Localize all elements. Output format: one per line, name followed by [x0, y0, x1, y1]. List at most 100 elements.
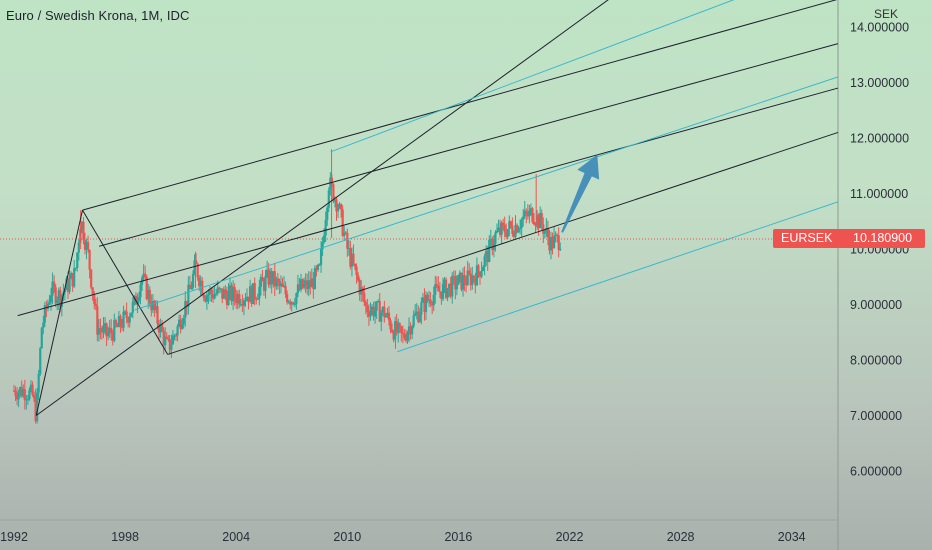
- candle-body: [221, 288, 224, 299]
- candle-body: [386, 312, 389, 316]
- candle-body: [323, 235, 326, 243]
- candle-body: [478, 271, 482, 277]
- candle-body: [526, 213, 529, 217]
- black-trend-line[interactable]: [99, 43, 839, 247]
- black-trend-line[interactable]: [35, 210, 84, 416]
- cyan-trend-line[interactable]: [134, 76, 839, 311]
- candle-body: [32, 395, 36, 399]
- candle-body: [256, 298, 259, 300]
- candle-body: [407, 326, 411, 333]
- candle-body: [42, 322, 45, 328]
- candle-body: [204, 298, 207, 302]
- candle-body: [364, 302, 367, 306]
- candle-body: [282, 285, 286, 287]
- candle-body: [51, 281, 54, 296]
- candle-body: [506, 229, 509, 237]
- candle-body: [159, 323, 162, 333]
- candles-group: [12, 149, 562, 424]
- candle-body: [153, 301, 156, 310]
- candle-body: [69, 273, 73, 279]
- candle-body: [448, 283, 451, 289]
- candle-body: [187, 284, 190, 307]
- candle-body: [503, 224, 506, 233]
- candle-body: [373, 310, 377, 317]
- candle-body: [409, 326, 412, 335]
- candle-body: [25, 399, 28, 401]
- candle-body: [543, 230, 546, 234]
- candle-body: [111, 333, 114, 341]
- candle-body: [355, 266, 358, 276]
- candle-body: [369, 310, 372, 317]
- candle-body: [495, 230, 499, 233]
- candle-body: [264, 275, 267, 291]
- last-price-tag[interactable]: EURSEK 10.180900: [773, 229, 925, 248]
- candle-body: [520, 219, 523, 228]
- candle-body: [500, 222, 503, 235]
- candle-body: [483, 256, 486, 268]
- candle-body: [534, 224, 537, 226]
- candle-body: [80, 221, 83, 230]
- black-trend-line[interactable]: [82, 0, 838, 211]
- candle-body: [242, 300, 246, 306]
- time-tick-label: 2004: [222, 530, 250, 544]
- candle-body: [336, 207, 340, 212]
- time-tick-label: 2028: [667, 530, 695, 544]
- candle-body: [281, 283, 284, 287]
- cyan-trend-line[interactable]: [330, 0, 838, 153]
- candle-body: [225, 294, 229, 305]
- time-tick-label: 2034: [778, 530, 806, 544]
- candle-body: [130, 312, 133, 317]
- candle-body: [76, 252, 79, 268]
- candle-body: [145, 276, 148, 300]
- candle-body: [102, 326, 105, 333]
- candle-body: [511, 225, 514, 235]
- candle-body: [398, 323, 401, 327]
- candle-body: [244, 300, 247, 302]
- candle-body: [43, 305, 46, 323]
- candle-body: [360, 287, 363, 295]
- candle-body: [531, 208, 534, 222]
- candle-body: [117, 316, 121, 328]
- black-trend-line[interactable]: [35, 0, 838, 416]
- annotation-arrow[interactable]: [561, 154, 600, 233]
- candle-body: [218, 287, 221, 289]
- candle-body: [267, 269, 270, 285]
- candle-body: [142, 273, 145, 278]
- chart-title: Euro / Swedish Krona, 1M, IDC: [6, 8, 190, 23]
- candle-body: [426, 294, 429, 301]
- candle-body: [113, 320, 116, 341]
- candle-body: [284, 285, 287, 295]
- cyan-trend-line[interactable]: [397, 201, 839, 353]
- candle-body: [424, 294, 428, 312]
- black-trend-line[interactable]: [82, 209, 169, 355]
- candle-body: [443, 279, 446, 285]
- candle-body: [184, 300, 187, 318]
- black-trend-line[interactable]: [167, 131, 839, 355]
- candle-body: [525, 210, 528, 214]
- price-unit-label: SEK: [874, 7, 899, 21]
- candle-body: [26, 399, 29, 401]
- candle-body: [327, 190, 330, 208]
- candle-body: [310, 278, 313, 288]
- candle-body: [199, 280, 202, 287]
- candle-body: [556, 234, 559, 236]
- candle-body: [259, 276, 262, 287]
- candle-body: [34, 398, 37, 422]
- candle-body: [124, 311, 127, 313]
- candle-body: [238, 294, 241, 305]
- candle-body: [363, 293, 366, 303]
- candle-body: [174, 335, 178, 337]
- candle-body: [15, 395, 19, 400]
- candle-body: [150, 303, 153, 311]
- candle-body: [74, 267, 77, 269]
- candle-body: [471, 275, 474, 286]
- candle-body: [37, 373, 40, 393]
- candle-body: [434, 284, 437, 295]
- candle-body: [318, 264, 321, 266]
- candle-body: [497, 227, 500, 231]
- candle-body: [29, 384, 33, 391]
- candle-body: [156, 306, 159, 324]
- black-trend-line[interactable]: [17, 87, 839, 317]
